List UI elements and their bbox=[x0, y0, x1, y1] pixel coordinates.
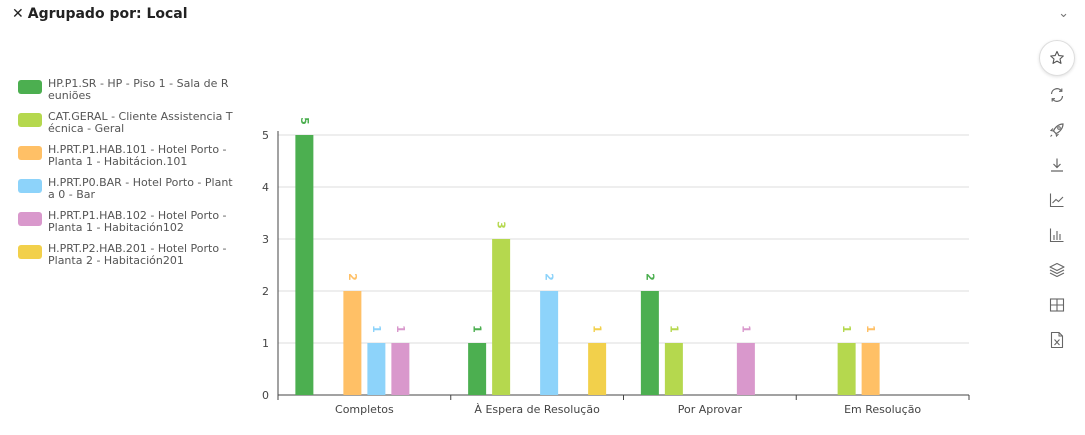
bar bbox=[492, 239, 511, 395]
data-label: 2 bbox=[543, 273, 556, 281]
bar bbox=[391, 343, 410, 395]
refresh-icon[interactable] bbox=[1046, 84, 1068, 106]
data-label: 1 bbox=[394, 325, 407, 333]
bar bbox=[367, 343, 386, 395]
legend-label: CAT.GERAL - Cliente Assistencia Técnica … bbox=[48, 110, 233, 135]
data-label: 1 bbox=[667, 325, 680, 333]
bar bbox=[588, 343, 607, 395]
y-tick-label: 5 bbox=[262, 129, 269, 142]
data-label: 5 bbox=[298, 117, 311, 125]
legend-swatch bbox=[18, 245, 42, 259]
bar-chart: 0 1 2 3 4 5 Completos À Espera de Resolução Por … bbox=[262, 117, 970, 416]
bar-chart-icon[interactable] bbox=[1046, 224, 1068, 246]
layers-icon[interactable] bbox=[1046, 259, 1068, 281]
download-icon[interactable] bbox=[1046, 154, 1068, 176]
chart-header: ✕ Agrupado por: Local bbox=[12, 6, 188, 22]
bar bbox=[295, 135, 314, 395]
bar bbox=[468, 343, 487, 395]
y-tick-label: 2 bbox=[262, 285, 269, 298]
data-label: 1 bbox=[471, 325, 484, 333]
legend-item[interactable]: HP.P1.SR - HP - Piso 1 - Sala de Reuniõe… bbox=[18, 78, 238, 102]
chart-toolbar bbox=[1039, 40, 1075, 364]
rocket-icon[interactable] bbox=[1046, 119, 1068, 141]
data-label: 1 bbox=[370, 325, 383, 333]
legend-label: H.PRT.P1.HAB.102 - Hotel Porto - Planta … bbox=[48, 209, 227, 234]
legend-label: HP.P1.SR - HP - Piso 1 - Sala de Reuniõe… bbox=[48, 77, 229, 102]
bar bbox=[664, 343, 683, 395]
y-tick-label: 0 bbox=[262, 389, 269, 402]
legend-swatch bbox=[18, 146, 42, 160]
line-chart-icon[interactable] bbox=[1046, 189, 1068, 211]
bar bbox=[837, 343, 856, 395]
legend-item[interactable]: H.PRT.P2.HAB.201 - Hotel Porto - Planta … bbox=[18, 243, 238, 267]
bar bbox=[640, 291, 659, 395]
data-label: 1 bbox=[864, 325, 877, 333]
legend-swatch bbox=[18, 212, 42, 226]
legend-label: H.PRT.P0.BAR - Hotel Porto - Planta 0 - … bbox=[48, 176, 233, 201]
legend-label: H.PRT.P1.HAB.101 - Hotel Porto - Planta … bbox=[48, 143, 227, 168]
excel-icon[interactable] bbox=[1046, 329, 1068, 351]
page-title: Agrupado por: Local bbox=[27, 6, 188, 22]
x-tick-label: Em Resolução bbox=[844, 403, 921, 416]
legend-swatch bbox=[18, 113, 42, 127]
data-label: 1 bbox=[591, 325, 604, 333]
bar bbox=[540, 291, 559, 395]
bar bbox=[736, 343, 755, 395]
legend-swatch bbox=[18, 80, 42, 94]
y-tick-label: 4 bbox=[262, 181, 269, 194]
data-label: 1 bbox=[739, 325, 752, 333]
star-icon[interactable] bbox=[1039, 40, 1075, 76]
table-icon[interactable] bbox=[1046, 294, 1068, 316]
chart-legend: HP.P1.SR - HP - Piso 1 - Sala de Reuniõe… bbox=[18, 78, 238, 276]
legend-swatch bbox=[18, 179, 42, 193]
legend-item[interactable]: H.PRT.P0.BAR - Hotel Porto - Planta 0 - … bbox=[18, 177, 238, 201]
bar bbox=[861, 343, 880, 395]
legend-item[interactable]: H.PRT.P1.HAB.102 - Hotel Porto - Planta … bbox=[18, 210, 238, 234]
legend-item[interactable]: CAT.GERAL - Cliente Assistencia Técnica … bbox=[18, 111, 238, 135]
data-label: 3 bbox=[495, 221, 508, 229]
data-label: 2 bbox=[643, 273, 656, 281]
x-tick-label: Completos bbox=[335, 403, 394, 416]
legend-item[interactable]: H.PRT.P1.HAB.101 - Hotel Porto - Planta … bbox=[18, 144, 238, 168]
bar bbox=[343, 291, 362, 395]
data-label: 1 bbox=[840, 325, 853, 333]
legend-label: H.PRT.P2.HAB.201 - Hotel Porto - Planta … bbox=[48, 242, 227, 267]
x-tick-label: À Espera de Resolução bbox=[474, 403, 600, 416]
y-tick-label: 3 bbox=[262, 233, 269, 246]
close-icon[interactable]: ✕ bbox=[12, 6, 24, 22]
x-tick-label: Por Aprovar bbox=[678, 403, 743, 416]
data-label: 2 bbox=[346, 273, 359, 281]
chevron-down-icon[interactable]: ⌄ bbox=[1058, 6, 1069, 21]
y-tick-label: 1 bbox=[262, 337, 269, 350]
